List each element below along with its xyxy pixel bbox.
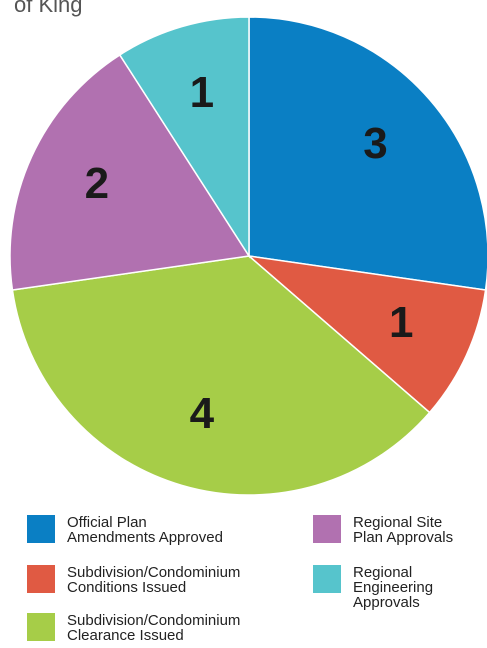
legend-item: Regional Engineering Approvals: [313, 565, 433, 610]
legend-swatch: [313, 565, 341, 593]
legend-label: Official Plan Amendments Approved: [67, 514, 223, 546]
legend-swatch: [27, 613, 55, 641]
data-label: 4: [190, 389, 215, 438]
data-label: 1: [190, 68, 214, 117]
legend-swatch: [27, 515, 55, 543]
legend-item: Official Plan Amendments Approved: [27, 515, 223, 545]
data-label: 3: [363, 119, 387, 168]
pie-slice: [118, 16, 250, 259]
pie-slice: [11, 255, 431, 496]
pie-slice: [246, 254, 487, 414]
legend-label: Subdivision/Condominium Conditions Issue…: [67, 564, 241, 596]
legend-label: Regional Site Plan Approvals: [353, 514, 454, 546]
chart-title: of King: [14, 0, 83, 17]
data-label: 2: [85, 159, 109, 208]
legend-label: Subdivision/Condominium Clearance Issued: [67, 612, 241, 644]
legend-item: Subdivision/Condominium Clearance Issued: [27, 613, 240, 643]
legend-swatch: [313, 515, 341, 543]
legend-swatch: [27, 565, 55, 593]
legend-item: Subdivision/Condominium Conditions Issue…: [27, 565, 240, 595]
pie-slice: [9, 53, 251, 291]
legend-item: Regional Site Plan Approvals: [313, 515, 453, 545]
data-label: 1: [389, 298, 413, 347]
chart: of King 3 1 4 2 1: [9, 0, 487, 496]
legend-label: Regional Engineering Approvals: [353, 564, 434, 611]
pie-slice: [248, 16, 487, 291]
